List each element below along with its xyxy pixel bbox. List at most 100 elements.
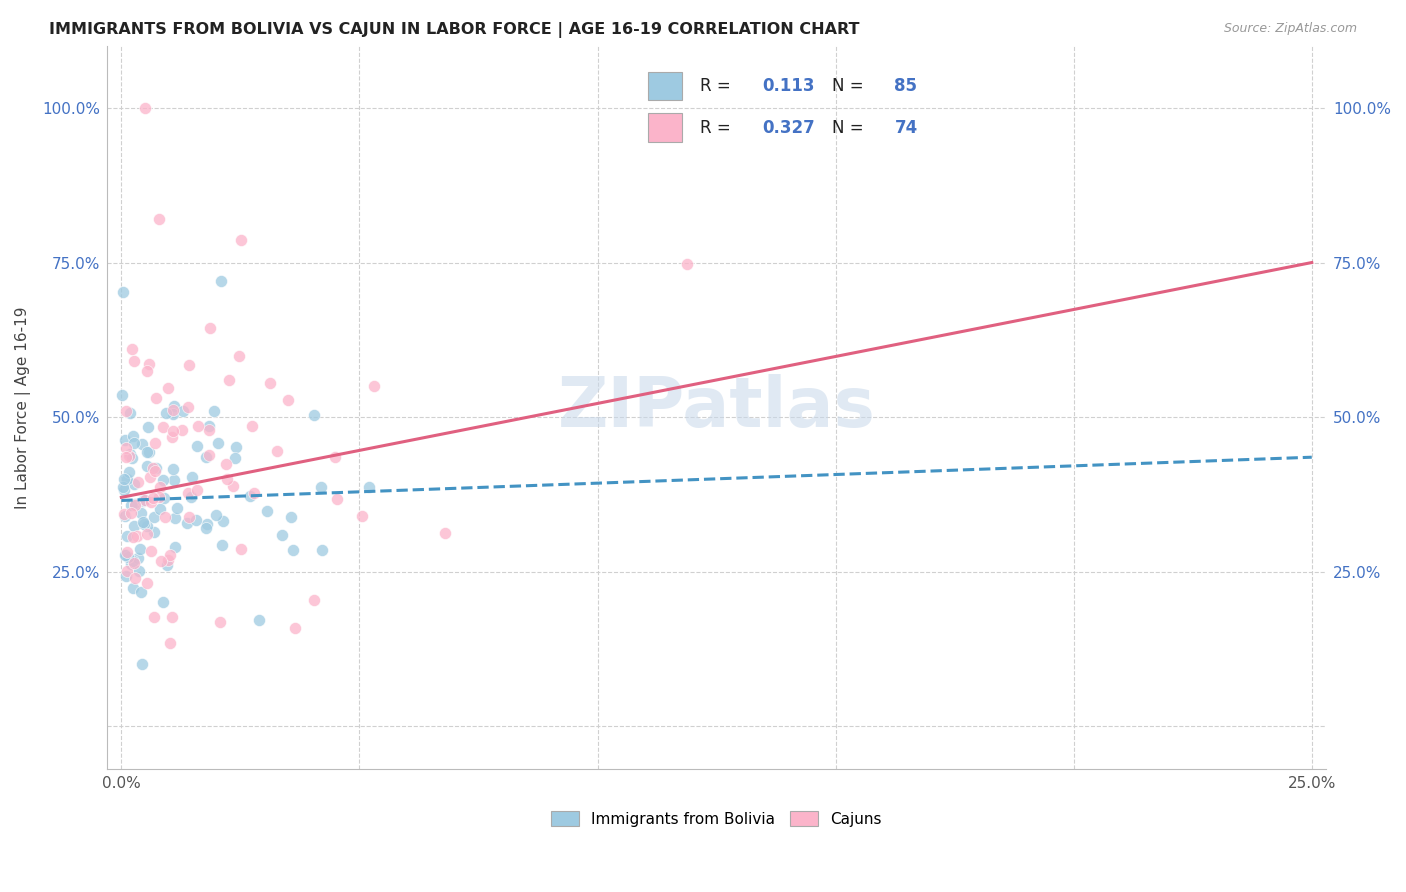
Point [162,403,184,417]
Point [128,564,150,578]
Point [231,233,253,247]
Point [209,274,232,288]
Point [149,502,172,516]
Point [124,497,146,511]
Point [256,504,278,518]
Y-axis label: In Labor Force | Age 16-19: In Labor Force | Age 16-19 [15,307,31,509]
Point [118,406,141,420]
Point [117,549,139,564]
Point [176,516,198,530]
Point [135,364,157,378]
Point [177,401,200,415]
Point [326,491,349,506]
Point [211,538,233,552]
Point [247,614,270,628]
Point [114,450,136,465]
Point [122,353,145,368]
Point [280,510,302,524]
Point [129,585,152,599]
Point [120,558,142,572]
Point [134,516,156,531]
Point [135,459,157,474]
Point [229,542,252,557]
Point [204,508,226,522]
Point [218,373,240,387]
Point [170,424,193,438]
Point [138,357,160,371]
Point [242,419,264,434]
Point [198,423,221,437]
Point [115,472,138,486]
Point [141,495,163,509]
Point [118,465,141,479]
Point [195,517,218,532]
Point [172,404,194,418]
Point [131,437,153,451]
Point [270,528,292,542]
Point [224,450,246,465]
Point [145,391,167,405]
Point [115,529,138,543]
Point [228,349,250,363]
Point [121,451,143,466]
Point [433,526,456,541]
Point [143,610,166,624]
Point [118,449,141,463]
Point [111,388,134,402]
Point [112,472,135,486]
Point [136,419,159,434]
Point [131,493,153,508]
Point [311,543,333,558]
Point [114,507,136,521]
Point [177,485,200,500]
Point [135,576,157,591]
Point [198,321,221,335]
Point [155,406,177,420]
Point [225,440,247,454]
Point [159,636,181,650]
Point [162,407,184,421]
Point [180,491,202,505]
Point [186,439,208,453]
Point [149,553,172,567]
Point [135,444,157,458]
Point [243,486,266,500]
Point [122,428,145,442]
Point [179,510,201,524]
Text: Source: ZipAtlas.com: Source: ZipAtlas.com [1223,22,1357,36]
Point [180,470,202,484]
Point [177,358,200,372]
Point [117,545,139,559]
Point [145,461,167,475]
Point [143,464,166,478]
Point [122,530,145,544]
Point [115,564,138,578]
Point [142,525,165,540]
Point [309,480,332,494]
Point [215,457,238,471]
Point [194,450,217,465]
Point [212,515,235,529]
Point [152,595,174,609]
Point [118,447,141,461]
Point [352,509,374,524]
Point [114,548,136,562]
Point [187,419,209,434]
Point [207,436,229,450]
Point [114,569,136,583]
Legend: Immigrants from Bolivia, Cajuns: Immigrants from Bolivia, Cajuns [551,811,882,827]
Point [277,393,299,408]
Point [284,621,307,635]
Point [134,493,156,508]
Point [122,436,145,450]
Point [209,615,232,629]
Point [142,491,165,505]
Point [194,521,217,535]
Point [139,543,162,558]
Point [120,506,142,520]
Point [114,509,136,524]
Point [148,490,170,504]
Point [197,448,219,462]
Point [162,473,184,487]
Point [160,430,183,444]
